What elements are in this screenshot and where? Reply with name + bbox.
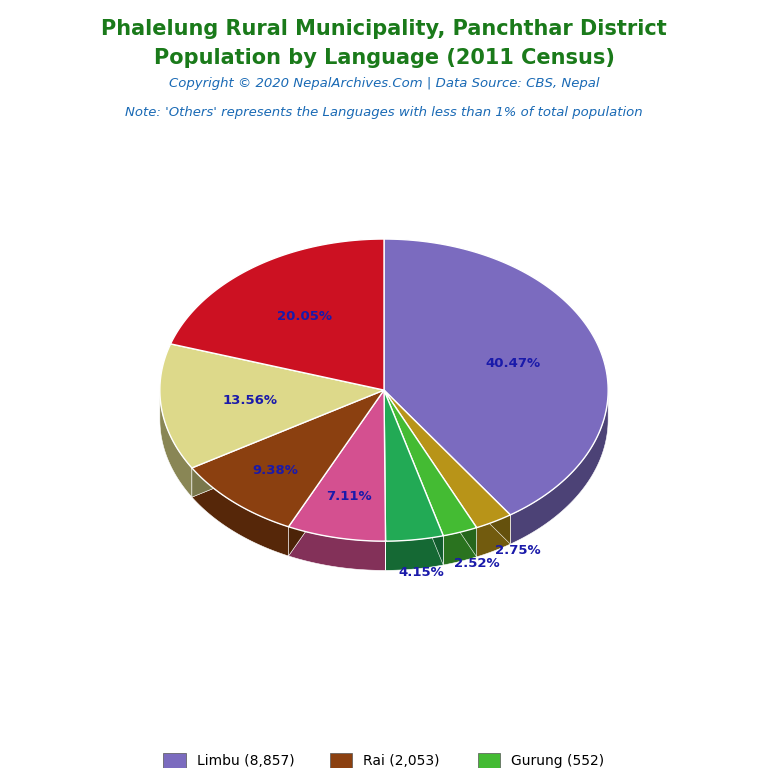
Polygon shape [289, 390, 384, 556]
Polygon shape [384, 390, 477, 557]
Text: Phalelung Rural Municipality, Panchthar District: Phalelung Rural Municipality, Panchthar … [101, 19, 667, 39]
Text: 4.15%: 4.15% [399, 566, 444, 579]
Polygon shape [384, 390, 510, 544]
Polygon shape [384, 390, 477, 557]
Polygon shape [384, 390, 510, 544]
Text: 20.05%: 20.05% [277, 310, 333, 323]
Text: 2.52%: 2.52% [454, 557, 500, 570]
Polygon shape [192, 390, 384, 497]
Polygon shape [384, 390, 443, 565]
Text: 40.47%: 40.47% [485, 357, 540, 370]
Text: 7.11%: 7.11% [326, 490, 372, 503]
Polygon shape [510, 392, 608, 544]
Text: Note: 'Others' represents the Languages with less than 1% of total population: Note: 'Others' represents the Languages … [125, 106, 643, 119]
Polygon shape [160, 344, 384, 468]
Text: Population by Language (2011 Census): Population by Language (2011 Census) [154, 48, 614, 68]
Text: 13.56%: 13.56% [223, 394, 278, 407]
Polygon shape [386, 536, 443, 571]
Polygon shape [160, 389, 192, 497]
Polygon shape [384, 390, 510, 528]
Text: 9.38%: 9.38% [253, 465, 299, 477]
Polygon shape [443, 528, 477, 565]
Polygon shape [289, 390, 384, 556]
Polygon shape [477, 515, 510, 557]
Polygon shape [192, 468, 289, 556]
Polygon shape [384, 390, 386, 571]
Polygon shape [289, 390, 386, 541]
Text: Copyright © 2020 NepalArchives.Com | Data Source: CBS, Nepal: Copyright © 2020 NepalArchives.Com | Dat… [169, 77, 599, 90]
Legend: Limbu (8,857), Nepali (4,388), Bantawa (2,968), Rai (2,053), Magar (1,557), Tama: Limbu (8,857), Nepali (4,388), Bantawa (… [158, 747, 610, 768]
Polygon shape [384, 390, 443, 541]
Polygon shape [289, 527, 386, 571]
Polygon shape [170, 239, 384, 390]
Polygon shape [384, 390, 386, 571]
Polygon shape [192, 390, 384, 527]
Text: 2.75%: 2.75% [495, 545, 541, 558]
Polygon shape [384, 239, 608, 515]
Polygon shape [192, 390, 384, 497]
Polygon shape [384, 390, 443, 565]
Polygon shape [384, 390, 477, 536]
